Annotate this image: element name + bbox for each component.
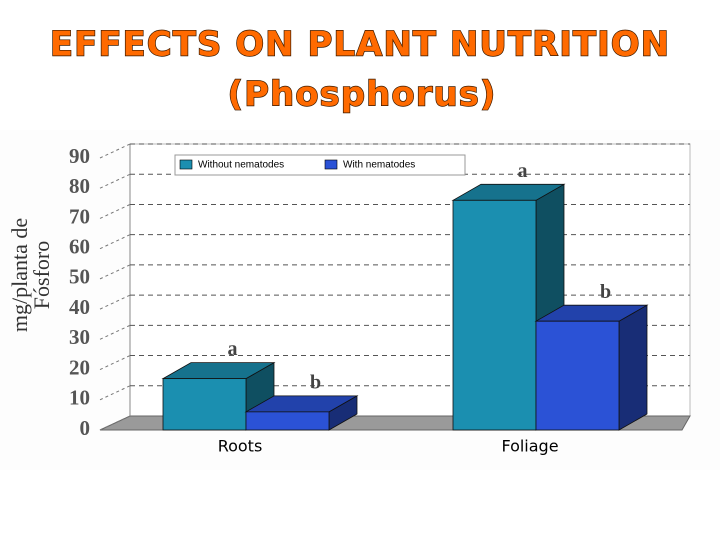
bar	[244, 395, 359, 431]
legend: Without nematodes With nematodes	[174, 154, 466, 176]
x-tick-label: Foliage	[501, 437, 558, 456]
legend-swatch	[324, 159, 338, 170]
bar-front	[245, 411, 330, 431]
legend-label: Without nematodes	[198, 160, 284, 171]
y-label-line: Fósforo	[29, 241, 54, 309]
significance-letter: a	[228, 338, 238, 360]
bar-front	[452, 199, 537, 431]
y-tick-label: 10	[69, 386, 90, 410]
legend-label: With nematodes	[343, 160, 415, 171]
significance-letter: b	[600, 281, 611, 303]
bar-side	[618, 304, 648, 431]
bar	[161, 361, 276, 431]
y-tick-label: 50	[69, 265, 90, 289]
y-tick-label: 80	[69, 174, 90, 198]
x-tick-label: Roots	[218, 437, 263, 456]
y-tick-label: 20	[69, 355, 90, 379]
bar-front	[162, 378, 247, 431]
slide-subtitle: (Phosphorus)	[228, 75, 497, 115]
y-axis-label: mg/planta de Fósforo	[7, 218, 54, 332]
y-tick-label: 60	[69, 234, 90, 258]
y-tick-label: 70	[69, 204, 90, 228]
bar-front	[535, 320, 620, 431]
slide-title: EFFECTS ON PLANT NUTRITION	[50, 25, 670, 65]
legend-swatch	[179, 159, 193, 170]
y-tick-label: 30	[69, 325, 90, 349]
y-tick-label: 40	[69, 295, 90, 319]
significance-letter: a	[518, 160, 528, 182]
legend-box	[174, 154, 466, 176]
y-tick-label: 90	[69, 144, 90, 168]
significance-letter: b	[310, 371, 321, 393]
y-label-line: mg/planta de	[7, 218, 32, 332]
bar	[534, 304, 649, 431]
y-tick-label: 0	[80, 416, 91, 440]
